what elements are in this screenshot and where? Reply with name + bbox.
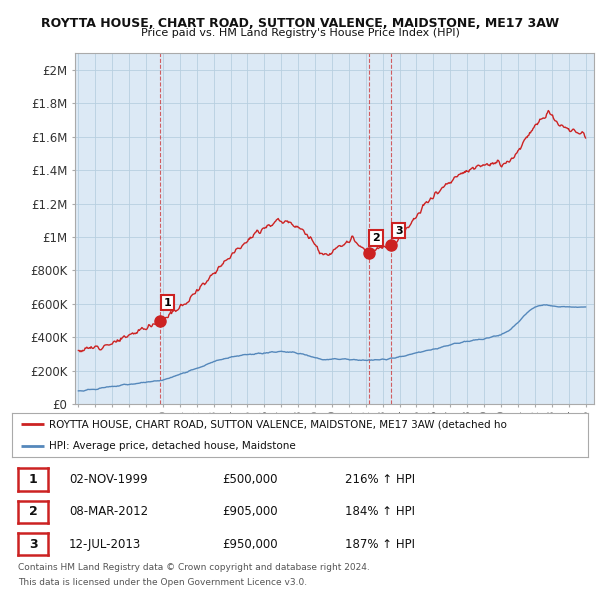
Text: 2: 2	[29, 505, 37, 519]
Text: 187% ↑ HPI: 187% ↑ HPI	[345, 537, 415, 551]
Text: ROYTTA HOUSE, CHART ROAD, SUTTON VALENCE, MAIDSTONE, ME17 3AW: ROYTTA HOUSE, CHART ROAD, SUTTON VALENCE…	[41, 17, 559, 30]
Text: 2: 2	[372, 233, 380, 243]
Text: 02-NOV-1999: 02-NOV-1999	[69, 473, 148, 486]
Text: ROYTTA HOUSE, CHART ROAD, SUTTON VALENCE, MAIDSTONE, ME17 3AW (detached ho: ROYTTA HOUSE, CHART ROAD, SUTTON VALENCE…	[49, 419, 508, 429]
Text: HPI: Average price, detached house, Maidstone: HPI: Average price, detached house, Maid…	[49, 441, 296, 451]
Text: Price paid vs. HM Land Registry's House Price Index (HPI): Price paid vs. HM Land Registry's House …	[140, 28, 460, 38]
Text: £500,000: £500,000	[222, 473, 277, 486]
Text: This data is licensed under the Open Government Licence v3.0.: This data is licensed under the Open Gov…	[18, 578, 307, 587]
Text: 3: 3	[29, 537, 37, 551]
Text: 184% ↑ HPI: 184% ↑ HPI	[345, 505, 415, 519]
Text: 08-MAR-2012: 08-MAR-2012	[69, 505, 148, 519]
Text: £950,000: £950,000	[222, 537, 278, 551]
Text: 216% ↑ HPI: 216% ↑ HPI	[345, 473, 415, 486]
Text: £905,000: £905,000	[222, 505, 278, 519]
Text: 1: 1	[164, 297, 172, 307]
Text: 12-JUL-2013: 12-JUL-2013	[69, 537, 141, 551]
Text: Contains HM Land Registry data © Crown copyright and database right 2024.: Contains HM Land Registry data © Crown c…	[18, 563, 370, 572]
Text: 1: 1	[29, 473, 37, 486]
Text: 3: 3	[395, 225, 403, 235]
